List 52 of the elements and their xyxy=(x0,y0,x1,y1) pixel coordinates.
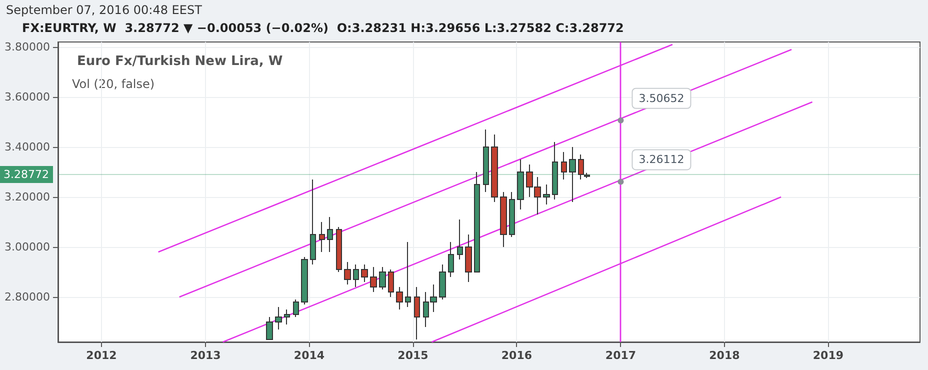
candlestick xyxy=(396,286,403,310)
candlestick xyxy=(327,216,333,252)
candlestick xyxy=(457,219,463,260)
candlestick xyxy=(491,134,498,202)
candlestick xyxy=(379,266,386,290)
x-tick-label: 2013 xyxy=(190,349,221,362)
candlestick xyxy=(500,192,507,248)
candlestick xyxy=(353,264,359,288)
candlestick xyxy=(344,262,351,285)
candlestick xyxy=(301,256,308,305)
y-tick-label: 3.40000 xyxy=(4,140,50,154)
candlestick xyxy=(284,309,290,325)
candlestick xyxy=(336,226,342,272)
candlestick xyxy=(483,129,489,192)
x-tick-label: 2018 xyxy=(709,349,740,362)
candlestick xyxy=(517,159,524,210)
candlestick xyxy=(439,264,446,300)
candlestick xyxy=(370,266,377,292)
text: September 07, 2016 00:48 EEST xyxy=(6,3,203,17)
y-tick-label: 2.80000 xyxy=(4,290,50,304)
y-tick-label: 3.00000 xyxy=(4,240,50,254)
ref-line-label: 3.28772 xyxy=(4,168,49,181)
annotation: 3.26112 xyxy=(638,153,684,166)
candlestick xyxy=(465,234,472,282)
annotation: 3.50652 xyxy=(638,92,684,105)
x-tick-label: 2016 xyxy=(501,349,532,362)
candlestick xyxy=(388,269,394,298)
candlestick xyxy=(275,306,282,330)
candlestick xyxy=(509,192,515,238)
text: Euro Fx/Turkish New Lira, W xyxy=(77,54,283,69)
candlestick xyxy=(561,152,567,180)
x-tick-label: 2019 xyxy=(812,349,844,362)
candlestick xyxy=(361,264,368,282)
candlestick xyxy=(543,184,550,205)
candlestick xyxy=(474,172,480,272)
x-tick-label: 2017 xyxy=(605,349,636,362)
candlestick xyxy=(310,179,316,265)
text: FX:EURTRY, W 3.28772 ▼ −0.00053 (−0.02%) O:3.28231 H:3.29656 L:3.27582 C:3.28772 xyxy=(22,21,624,35)
x-tick-label: 2015 xyxy=(398,349,428,362)
candlestick xyxy=(293,299,299,318)
y-tick-label: 3.20000 xyxy=(4,190,50,204)
candlestick xyxy=(405,242,411,308)
x-tick-label: 2012 xyxy=(86,349,117,362)
candlestick xyxy=(569,146,576,202)
y-tick-label: 3.80000 xyxy=(4,40,50,54)
candlestick xyxy=(414,286,420,340)
x-tick-label: 2014 xyxy=(294,349,325,362)
candlestick xyxy=(319,222,325,252)
candlestick xyxy=(266,316,273,340)
y-tick-label: 3.60000 xyxy=(4,90,50,104)
candlestick xyxy=(448,242,454,278)
candlestick xyxy=(552,142,558,200)
